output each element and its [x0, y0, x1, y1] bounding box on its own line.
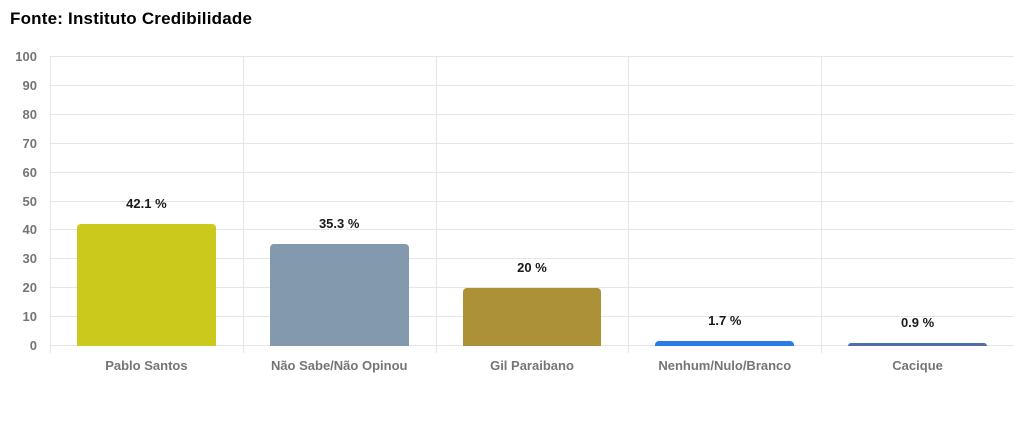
y-axis-tick-label: 60	[22, 164, 37, 180]
x-axis-category-label: Pablo Santos	[105, 358, 188, 373]
v-gridline	[628, 57, 629, 353]
bar-value-label: 20 %	[517, 260, 547, 276]
y-axis-tick-label: 30	[22, 251, 37, 267]
bar-value-label: 35.3 %	[318, 215, 360, 231]
x-axis-category-label: Gil Paraibano	[490, 358, 574, 373]
h-gridline	[50, 84, 1014, 86]
bar-value-label: 1.7 %	[708, 313, 742, 329]
y-axis-tick-label: 0	[29, 338, 37, 353]
y-axis-tick-label: 100	[15, 49, 37, 64]
h-gridline	[50, 200, 1014, 202]
bar	[848, 343, 987, 346]
y-axis-tick-label: 80	[22, 106, 37, 122]
bar-value-label: 0.9 %	[900, 315, 935, 331]
bar	[269, 243, 409, 346]
y-axis-tick-label: 40	[22, 222, 37, 238]
bar	[462, 288, 602, 346]
x-axis-category-label: Não Sabe/Não Opinou	[270, 358, 408, 373]
v-gridline	[436, 57, 437, 353]
x-axis: Pablo Santos Não Sabe/Não Opinou Gil Parai…	[50, 358, 1014, 378]
plot-area: 42.1 % 35.3 % 20 % 1.7 % 0.9 %	[50, 56, 1014, 353]
h-gridline	[50, 258, 1014, 260]
h-gridline	[50, 142, 1014, 144]
h-gridline	[50, 171, 1014, 173]
y-axis-tick-label: 50	[22, 193, 37, 209]
v-gridline	[821, 57, 822, 353]
y-axis-tick-label: 20	[22, 280, 37, 296]
y-axis-tick-label: 90	[22, 77, 37, 93]
x-axis-category-label: Nenhum/Nulo/Branco	[658, 358, 792, 373]
v-gridline	[243, 57, 244, 353]
bar-value-label: 42.1 %	[126, 196, 167, 212]
chart-title: Fonte: Instituto Credibilidade	[10, 9, 253, 28]
h-gridline	[50, 229, 1014, 231]
y-axis: 0 10 20 30 40 50 60 70 80 90 100	[0, 49, 42, 353]
bar	[655, 341, 795, 346]
h-gridline	[50, 113, 1014, 115]
x-axis-category-label: Cacique	[892, 358, 943, 373]
bar	[76, 224, 216, 346]
v-gridline	[50, 57, 51, 353]
h-gridline	[50, 287, 1014, 289]
h-gridline	[50, 56, 1014, 57]
y-axis-tick-label: 10	[22, 309, 37, 325]
y-axis-tick-label: 70	[22, 135, 37, 151]
